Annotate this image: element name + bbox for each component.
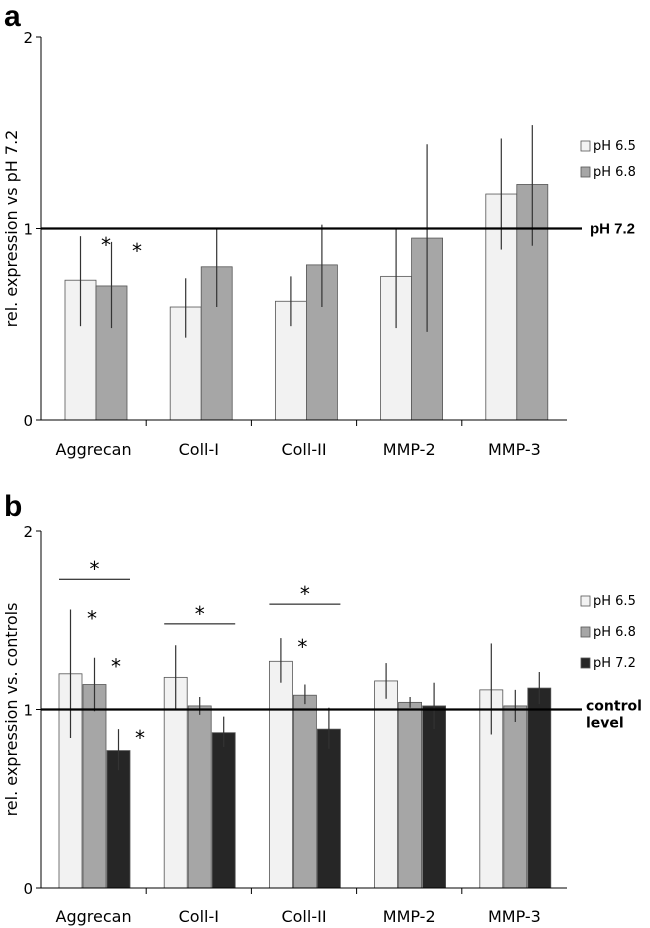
panel-a-y-tick-label: 0 (23, 412, 33, 430)
panel-a-legend-label: pH 6.5 (593, 139, 636, 154)
panel-b-significance-star: * (135, 726, 145, 750)
panel-b-y-tick-label: 2 (23, 523, 33, 541)
panel-a-significance-star: * (132, 239, 142, 263)
panel-b-bar-coll-ii-pH65 (268, 660, 293, 889)
panel-b-legend-label: pH 6.8 (593, 625, 636, 640)
panel-b-significance-star: * (111, 655, 121, 679)
panel-a-y-axis-label: rel. expression vs pH 7.2 (2, 130, 21, 328)
panel-b-legend-swatch (580, 657, 591, 669)
panel-b-bar-aggrecan-pH72 (106, 750, 131, 889)
panel-b-category-label: Aggrecan (56, 907, 132, 926)
panel-b-bar-coll-i-pH68 (187, 705, 212, 889)
panel-a-category-label: Aggrecan (56, 440, 132, 459)
panel-b-letter: b (4, 490, 22, 523)
panel-b-legend-label: pH 6.5 (593, 594, 636, 609)
panel-b-significance-star: * (297, 635, 307, 659)
panel-b-bar-coll-i-pH72 (211, 732, 236, 889)
panel-b-bar-aggrecan-pH68 (82, 684, 107, 889)
panel-a-category-label: MMP-2 (383, 440, 436, 459)
panel-b-legend-swatch (580, 626, 591, 638)
panel-b-y-axis-label: rel. expression vs. controls (2, 603, 21, 817)
panel-b-bar-coll-ii-pH72 (316, 728, 341, 889)
panel-b-bar-mmp-3-pH68 (503, 705, 528, 889)
panel-a-category-label: Coll-II (281, 440, 326, 459)
panel-b-reference-label-line: control (586, 699, 642, 715)
panel-b-bracket-star: * (90, 557, 100, 581)
panel-b-bracket-star: * (195, 602, 205, 626)
panel-b-reference-label-line: level (586, 716, 624, 732)
panel-a-category-label: MMP-3 (488, 440, 541, 459)
panel-b-category-label: MMP-2 (383, 907, 436, 926)
panel-b-category-label: Coll-I (179, 907, 219, 926)
panel-a-legend-swatch (580, 166, 591, 178)
panel-a-y-tick-label: 2 (23, 29, 33, 47)
panel-b-legend-swatch (580, 595, 591, 607)
panel-a-legend-label: pH 6.8 (593, 165, 636, 180)
panel-a-legend-swatch (580, 140, 591, 152)
panel-a-significance-star: * (101, 233, 111, 257)
panel-b-legend-label: pH 7.2 (593, 656, 636, 671)
panel-b-bracket-star: * (300, 582, 310, 606)
panel-a-letter: a (4, 0, 21, 33)
panel-a-y-tick-label: 1 (23, 221, 33, 239)
panel-a-reference-label: pH 7.2 (590, 221, 635, 238)
panel-b-bar-mmp-2-pH65 (374, 680, 399, 889)
panel-b-significance-star: * (87, 607, 97, 631)
panel-b-bar-mmp-2-pH68 (398, 701, 423, 889)
panel-b-category-label: Coll-II (281, 907, 326, 926)
panel-b-bar-mmp-3-pH72 (527, 687, 552, 889)
panel-a-category-label: Coll-I (179, 440, 219, 459)
panel-b-y-tick-label: 1 (23, 702, 33, 720)
panel-b-bar-mmp-2-pH72 (422, 705, 447, 889)
panel-b-bar-coll-ii-pH68 (292, 694, 317, 889)
panel-b-category-label: MMP-3 (488, 907, 541, 926)
panel-b-y-tick-label: 0 (23, 880, 33, 898)
